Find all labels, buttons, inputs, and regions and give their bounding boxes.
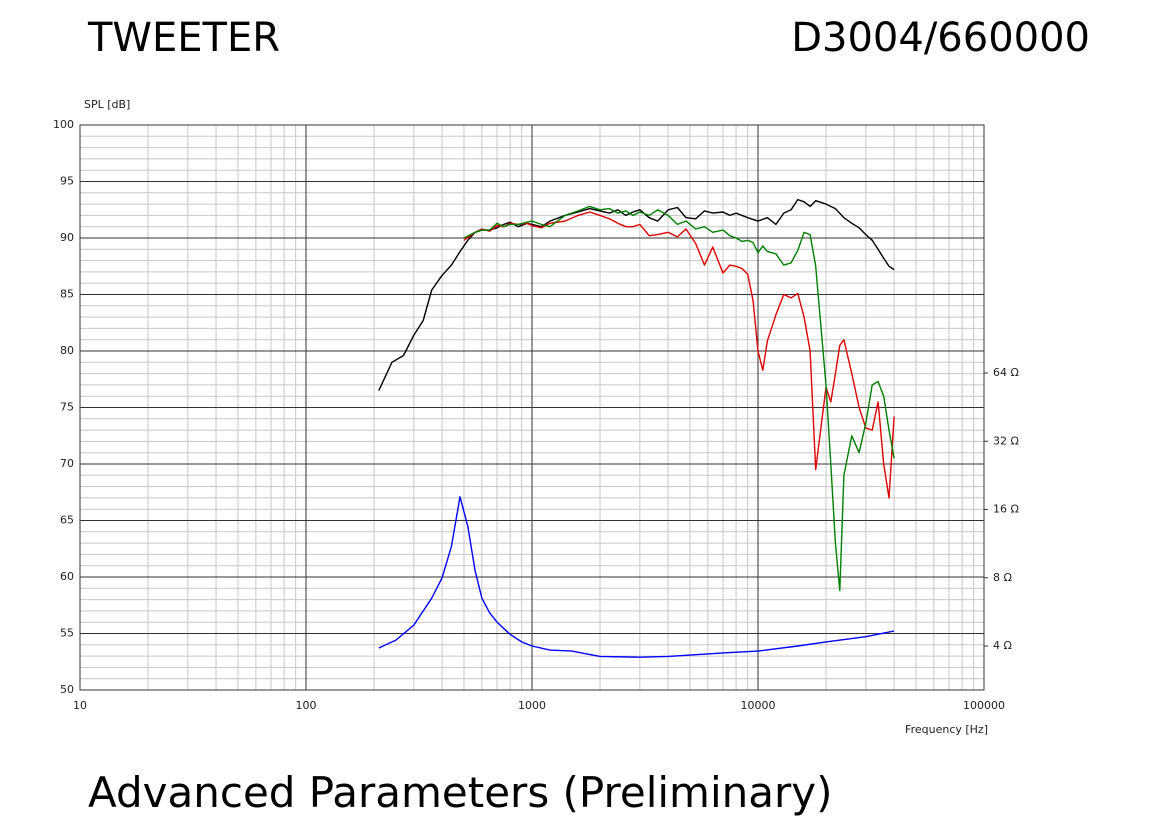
y-tick-label: 90 — [60, 231, 74, 244]
y2-tick-label: 4 Ω — [993, 639, 1012, 652]
plot-frame — [79, 124, 985, 691]
y2-tick-label: 32 Ω — [993, 434, 1019, 447]
y-tick-label: 65 — [60, 514, 74, 527]
y-tick-label: 100 — [53, 118, 74, 131]
section-heading: Advanced Parameters (Preliminary) — [88, 768, 833, 817]
y-tick-label: 70 — [60, 457, 74, 470]
y-tick-label: 50 — [60, 683, 74, 696]
y-tick-label: 95 — [60, 175, 74, 188]
x-axis-label: Frequency [Hz] — [905, 723, 988, 736]
y-axis-label: SPL [dB] — [84, 98, 130, 111]
x-tick-label: 10000 — [741, 699, 776, 712]
x-tick-label: 10 — [73, 699, 87, 712]
series-line — [463, 211, 895, 499]
x-tick-label: 100000 — [963, 699, 1005, 712]
series-line — [378, 496, 895, 658]
y-tick-label: 80 — [60, 344, 74, 357]
y2-tick-label: 64 Ω — [993, 366, 1019, 379]
series-line — [463, 205, 895, 592]
header-left: TWEETER — [88, 15, 281, 61]
y-tick-label: 85 — [60, 288, 74, 301]
x-tick-label: 1000 — [518, 699, 546, 712]
x-tick-label: 100 — [296, 699, 317, 712]
y-tick-label: 60 — [60, 570, 74, 583]
y2-tick-label: 8 Ω — [993, 571, 1012, 584]
header-right: D3004/660000 — [791, 15, 1090, 61]
chart: 50 55 60 65 70 75 80 85 90 95 100 10 100 1000 10000 100… — [53, 98, 1019, 736]
y2-tick-label: 16 Ω — [993, 503, 1019, 516]
y-tick-label: 55 — [60, 627, 74, 640]
y-tick-label: 75 — [60, 401, 74, 414]
